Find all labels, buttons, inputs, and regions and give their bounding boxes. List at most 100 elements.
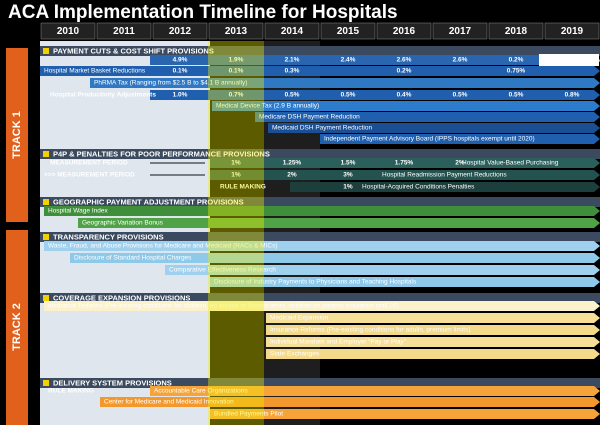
- row-label: Hospital Market Basket Reductions: [44, 68, 146, 75]
- year-label: 2011: [113, 26, 135, 37]
- section-title: DELIVERY SYSTEM PROVISIONS: [53, 378, 172, 387]
- section-header: [40, 378, 600, 388]
- bar: [165, 265, 594, 275]
- bar-arrow: [594, 337, 600, 347]
- year-cell: [320, 22, 376, 40]
- year-label: 2012: [169, 26, 192, 37]
- bar-arrow: [594, 397, 600, 407]
- section-title: GEOGRAPHIC PAYMENT ADJUSTMENT PROVISIONS: [53, 197, 244, 206]
- year-cell: [152, 22, 208, 40]
- bar: [78, 218, 594, 228]
- bar: [320, 134, 594, 144]
- bar: [44, 241, 594, 251]
- cell-value: 1.75%: [395, 160, 414, 167]
- section-title: PAYMENT CUTS & COST SHIFT PROVISIONS: [53, 46, 214, 55]
- year-label: 2010: [57, 26, 80, 37]
- row-note: CMS Hospital Behavioral Offset relating …: [541, 57, 600, 64]
- bar: [212, 101, 594, 111]
- section-header: [40, 232, 600, 242]
- bar-arrow: [594, 349, 600, 359]
- row-lead: RULE MAKING: [48, 388, 94, 395]
- cell-value: 2.6%: [453, 57, 468, 64]
- section-header: [40, 46, 600, 56]
- cell-value: 0.3%: [285, 68, 300, 75]
- year-cell: [376, 22, 432, 40]
- bar-arrow: [594, 78, 600, 88]
- year-cell: [488, 22, 544, 40]
- year-cell: [544, 22, 600, 40]
- bar: [90, 78, 594, 88]
- row-label: State Exchanges: [270, 351, 320, 358]
- track-bar: [6, 48, 28, 222]
- section-icon: [43, 199, 49, 205]
- cell-value: 0.2%: [397, 68, 412, 75]
- section-icon: [43, 295, 49, 301]
- cell-value: 0.1%: [173, 68, 188, 75]
- row-label: Disclosure of Standard Hospital Charges: [74, 255, 192, 262]
- bar: [268, 123, 594, 133]
- cell-value: 0.5%: [341, 92, 356, 99]
- bar: [150, 386, 594, 396]
- bar: [70, 253, 594, 263]
- row-label: Disclosure of Industry Payments to Physi…: [214, 279, 417, 286]
- cell-value: 0.75%: [507, 68, 526, 75]
- year-cell: [208, 22, 264, 40]
- bar: [210, 409, 594, 419]
- bar: [210, 170, 594, 180]
- bar: [40, 66, 594, 76]
- bar-arrow: [594, 218, 600, 228]
- bar-arrow: [594, 170, 600, 180]
- bar-arrow: [594, 325, 600, 335]
- row-label: Center for Medicare and Medicaid Innovat…: [104, 399, 234, 406]
- cell-value: 0.5%: [285, 92, 300, 99]
- bar-arrow: [594, 386, 600, 396]
- year-cell: [96, 22, 152, 40]
- section-title: TRANSPARENCY PROVISIONS: [53, 232, 164, 241]
- bar: [255, 112, 594, 122]
- bar-arrow: [594, 241, 600, 251]
- bar-arrow: [594, 206, 600, 216]
- year-label: 2015: [337, 26, 360, 37]
- cell-value: 1.0%: [173, 92, 188, 99]
- cell-value: 0.8%: [565, 92, 580, 99]
- bar-arrow: [594, 253, 600, 263]
- row-label: PhRMA Tax (Ranging from $2.5 B to $4.1 B…: [94, 80, 247, 87]
- row-label: Bundled Payments Pilot: [214, 411, 283, 418]
- year-label: 2014: [281, 26, 304, 37]
- row-label: Independent Payment Advisory Board (IPPS…: [324, 136, 535, 143]
- year-cell: [40, 22, 96, 40]
- bar: [266, 325, 594, 335]
- row-label: Waste, Fraud, and Abuse Provisions for M…: [48, 243, 278, 250]
- row-label: Hospital Wage Index: [48, 208, 108, 215]
- row-label: Geographic Variation Bonus: [82, 220, 164, 227]
- bar-arrow: [594, 101, 600, 111]
- bar-arrow: [594, 265, 600, 275]
- cell-value: 0.5%: [509, 92, 524, 99]
- bar-arrow: [594, 182, 600, 192]
- section-header: [40, 293, 600, 303]
- row-label: Medicare DSH Payment Reduction: [259, 114, 360, 121]
- row-label: Medical Device Tax (2.9 B annually): [216, 103, 319, 110]
- cell-value: 0.4%: [397, 92, 412, 99]
- cell-value: 3%: [343, 172, 353, 179]
- year-label: 2013: [225, 26, 248, 37]
- bar-arrow: [594, 123, 600, 133]
- cell-value: 1.25%: [283, 160, 302, 167]
- bar-arrow: [594, 301, 600, 311]
- row-lead: RULE MAKING: [220, 184, 266, 191]
- row-lead: MEASUREMENT PERIOD: [50, 160, 128, 167]
- bar-arrow: [594, 66, 600, 76]
- row-label: Medicaid DSH Payment Reduction: [272, 125, 372, 132]
- bar-arrow: [594, 277, 600, 287]
- bar-arrow: [594, 112, 600, 122]
- bar: [150, 90, 594, 100]
- bar-arrow: [594, 90, 600, 100]
- row-label: Insurance Reforms (Pre-existing conditio…: [270, 327, 470, 334]
- bar-arrow: [594, 134, 600, 144]
- cell-value: 1%: [343, 184, 353, 191]
- row-note: Hospital Readmission Payment Reductions: [382, 172, 507, 179]
- row-label: Comparative Effectiveness Research: [169, 267, 276, 274]
- track-bar: [6, 230, 28, 425]
- cell-value: 4.9%: [173, 57, 188, 64]
- row-note: Hospital Value-Based Purchasing: [462, 160, 559, 167]
